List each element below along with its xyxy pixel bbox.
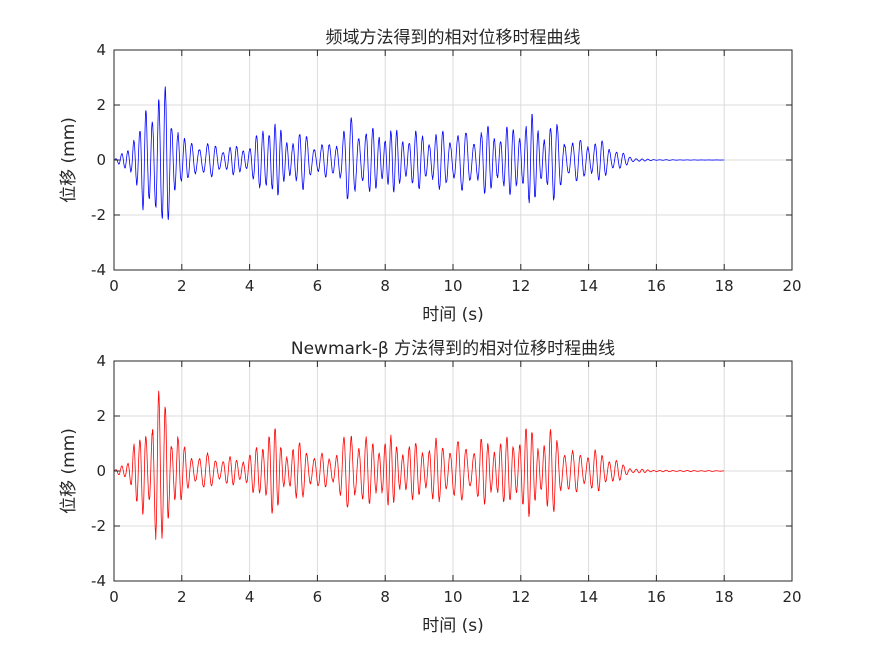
x-tick-label: 2 (177, 277, 187, 295)
x-tick-label: 4 (245, 277, 255, 295)
y-tick-labels: -4 -2 0 2 4 (91, 352, 106, 590)
displacement-series-line (113, 390, 725, 540)
x-tick-label: 8 (380, 277, 390, 295)
y-tick-label: 4 (96, 41, 106, 59)
x-tick-labels: 0 2 4 6 8 10 12 14 16 18 20 (109, 588, 801, 606)
displacement-series-line (113, 86, 725, 221)
x-tick-label: 16 (647, 588, 666, 606)
y-tick-label: 2 (96, 96, 106, 114)
y-tick-label: 4 (96, 352, 106, 370)
y-tick-labels: -4 -2 0 2 4 (91, 41, 106, 279)
y-tick-label: -2 (91, 517, 106, 535)
x-tick-labels: 0 2 4 6 8 10 12 14 16 18 20 (109, 277, 801, 295)
y-tick-label: 0 (96, 462, 106, 480)
x-tick-label: 14 (579, 588, 598, 606)
x-tick-label: 6 (313, 277, 323, 295)
x-tick-label: 10 (443, 588, 462, 606)
y-axis-label: 位移 (mm) (59, 117, 79, 203)
x-tick-label: 12 (511, 277, 530, 295)
x-tick-label: 10 (443, 277, 462, 295)
y-tick-label: -4 (91, 261, 106, 279)
subplot-frequency-domain: 0 2 4 6 8 10 12 14 16 18 20 -4 -2 0 2 4 频域方法得到的相对位移时程曲… (59, 28, 802, 325)
x-tick-label: 16 (647, 277, 666, 295)
x-tick-label: 2 (177, 588, 187, 606)
x-tick-label: 4 (245, 588, 255, 606)
x-axis-label: 时间 (s) (422, 616, 484, 636)
x-tick-label: 18 (715, 588, 734, 606)
tick-marks (113, 360, 793, 582)
x-tick-label: 18 (715, 277, 734, 295)
x-tick-label: 12 (511, 588, 530, 606)
chart-title: Newmark-β 方法得到的相对位移时程曲线 (291, 339, 615, 359)
x-axis-label: 时间 (s) (422, 305, 484, 325)
x-tick-label: 8 (380, 588, 390, 606)
y-tick-label: 2 (96, 407, 106, 425)
x-tick-label: 0 (109, 588, 119, 606)
y-tick-label: -2 (91, 206, 106, 224)
x-tick-label: 6 (313, 588, 323, 606)
y-tick-label: 0 (96, 151, 106, 169)
x-tick-label: 20 (782, 277, 801, 295)
x-tick-label: 0 (109, 277, 119, 295)
x-tick-label: 14 (579, 277, 598, 295)
subplot-newmark-beta: 0 2 4 6 8 10 12 14 16 18 20 -4 -2 0 2 4 Newmark-β 方法得到… (59, 339, 802, 636)
chart-title: 频域方法得到的相对位移时程曲线 (326, 28, 581, 48)
y-axis-label: 位移 (mm) (59, 428, 79, 514)
y-tick-label: -4 (91, 572, 106, 590)
x-tick-label: 20 (782, 588, 801, 606)
tick-marks (113, 49, 793, 271)
